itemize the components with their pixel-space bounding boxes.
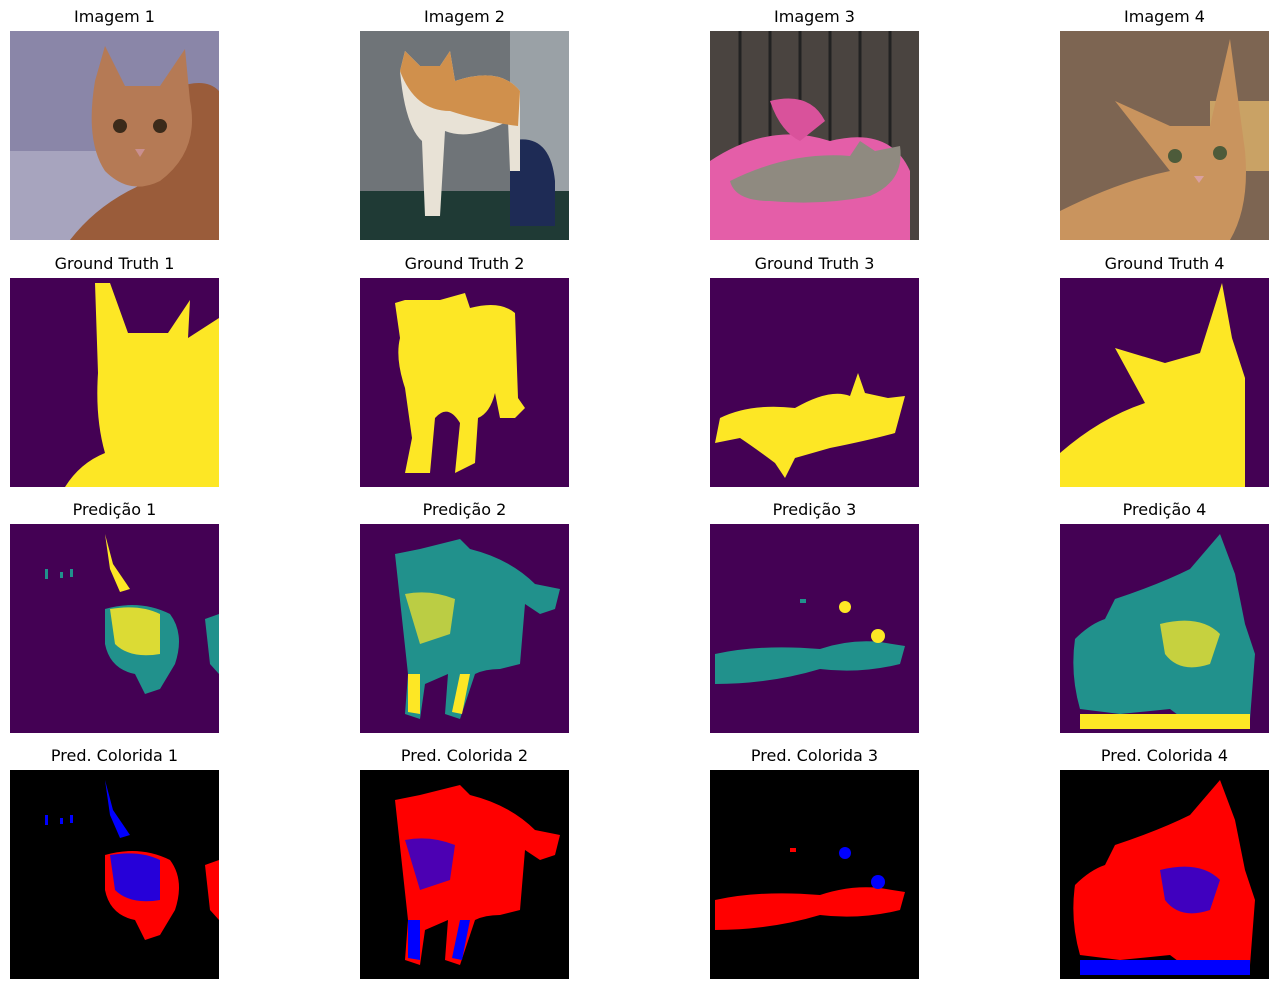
- ground-truth-mask-1: [10, 278, 219, 487]
- panel-title: Pred. Colorida 4: [1100, 746, 1229, 765]
- panel-title: Ground Truth 3: [754, 254, 875, 273]
- panel-title: Ground Truth 2: [404, 254, 525, 273]
- panel-title: Imagem 1: [74, 7, 155, 26]
- panel-title: Ground Truth 1: [54, 254, 175, 273]
- cat-photo-4: [1060, 31, 1269, 240]
- colored-prediction-1: [10, 770, 219, 979]
- prediction-mask-2: [360, 524, 569, 733]
- colored-prediction-3: [710, 770, 919, 979]
- cat-photo-2: [360, 31, 569, 240]
- panel-title: Pred. Colorida 3: [750, 746, 879, 765]
- colored-prediction-4: [1060, 770, 1269, 979]
- prediction-mask-4: [1060, 524, 1269, 733]
- panel-title: Pred. Colorida 1: [50, 746, 179, 765]
- prediction-mask-1: [10, 524, 219, 733]
- colored-prediction-2: [360, 770, 569, 979]
- panel-title: Pred. Colorida 2: [400, 746, 529, 765]
- panel-title: Imagem 2: [424, 7, 505, 26]
- panel-title: Ground Truth 4: [1104, 254, 1225, 273]
- panel-title: Predição 3: [772, 500, 857, 519]
- cat-photo-3: [710, 31, 919, 240]
- panel-title: Imagem 3: [774, 7, 855, 26]
- panel-title: Imagem 4: [1124, 7, 1205, 26]
- ground-truth-mask-4: [1060, 278, 1269, 487]
- ground-truth-mask-2: [360, 278, 569, 487]
- prediction-mask-3: [710, 524, 919, 733]
- cat-photo-1: [10, 31, 219, 240]
- panel-title: Predição 1: [72, 500, 157, 519]
- panel-title: Predição 2: [422, 500, 507, 519]
- ground-truth-mask-3: [710, 278, 919, 487]
- panel-title: Predição 4: [1122, 500, 1207, 519]
